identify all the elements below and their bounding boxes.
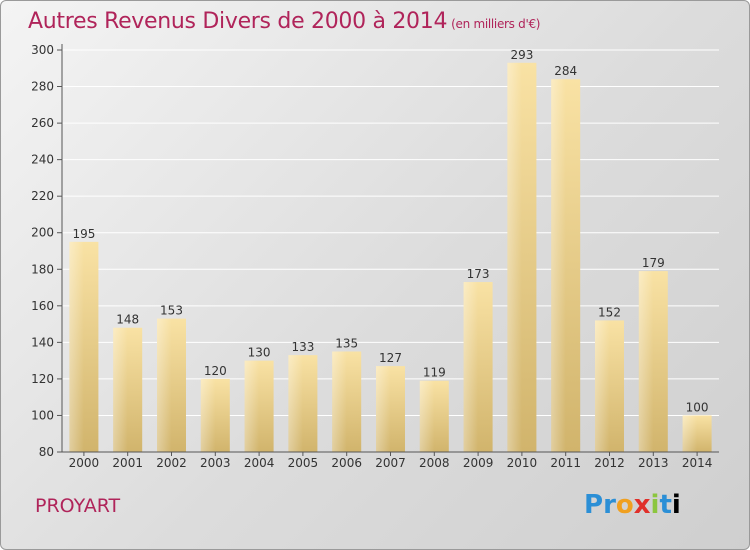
x-tick-label: 2007	[375, 456, 406, 470]
bar-highlight	[157, 318, 172, 452]
bar-highlight	[638, 271, 654, 452]
bar-highlight	[595, 320, 610, 452]
bar-highlight	[113, 327, 128, 452]
x-tick-label: 2006	[331, 456, 362, 470]
bar-highlight	[507, 62, 522, 453]
y-tick-label: 80	[39, 445, 54, 459]
bar-highlight	[551, 79, 566, 453]
bar-highlight	[244, 360, 260, 452]
y-tick-label: 180	[31, 262, 54, 276]
bar-highlight	[69, 241, 84, 452]
y-tick-label: 100	[31, 408, 54, 422]
x-tick-label: 2011	[550, 456, 581, 470]
bars: 195 148 153 120 130 133 135 127 119 173 293 284 152 1…	[69, 48, 712, 453]
x-tick-label: 2010	[507, 456, 538, 470]
x-tick-label: 2009	[463, 456, 494, 470]
y-tick-label: 300	[31, 43, 54, 57]
bar-highlight	[682, 415, 698, 452]
data-label: 148	[116, 313, 139, 327]
x-tick-label: 2008	[419, 456, 450, 470]
y-tick-label: 200	[31, 226, 54, 240]
data-label: 293	[510, 48, 533, 62]
y-tick-label: 120	[31, 372, 54, 386]
data-label: 179	[642, 256, 665, 270]
x-tick-label: 2001	[112, 456, 143, 470]
y-tick-label: 260	[31, 116, 54, 130]
x-tick-label: 2012	[594, 456, 625, 470]
bar-highlight	[288, 355, 303, 452]
data-label: 119	[423, 366, 446, 380]
y-tick-label: 280	[31, 80, 54, 94]
x-tick-label: 2002	[156, 456, 187, 470]
y-tick-label: 240	[31, 153, 54, 167]
data-label: 100	[686, 400, 709, 414]
bar-highlight	[200, 378, 216, 452]
bar-highlight	[332, 351, 347, 452]
bar-highlight	[463, 282, 479, 452]
x-tick-label: 2014	[682, 456, 713, 470]
bar-highlight	[376, 366, 391, 452]
y-tick-label: 220	[31, 189, 54, 203]
proxiti-logo: Proxiti	[584, 490, 681, 520]
data-label: 173	[467, 267, 490, 281]
y-tick-label: 140	[31, 335, 54, 349]
x-tick-label: 2005	[288, 456, 319, 470]
data-label: 153	[160, 304, 183, 318]
title-text: Autres Revenus Divers de 2000 à 2014	[28, 9, 448, 34]
bar-highlight	[419, 380, 435, 452]
chart-title: Autres Revenus Divers de 2000 à 2014 (en …	[28, 9, 540, 34]
y-tick-label: 160	[31, 299, 54, 313]
data-label: 127	[379, 351, 402, 365]
x-axis: 2000 2001 2002 2003 2004 2005 2006 2007 2008 2009…	[62, 451, 719, 470]
place-name: PROYART	[35, 495, 121, 517]
y-axis: 80 100 120 140 160 180 200 220 240 260 280 300	[31, 43, 63, 459]
x-tick-label: 2004	[244, 456, 275, 470]
data-label: 120	[204, 364, 227, 378]
data-label: 284	[554, 64, 577, 78]
x-tick-label: 2013	[638, 456, 669, 470]
x-tick-label: 2003	[200, 456, 231, 470]
data-label: 130	[248, 346, 271, 360]
data-label: 195	[72, 227, 95, 241]
data-label: 152	[598, 305, 621, 319]
data-label: 133	[291, 340, 314, 354]
unit-note: (en milliers d'€)	[451, 17, 541, 31]
data-label: 135	[335, 337, 358, 351]
x-tick-label: 2000	[69, 456, 100, 470]
